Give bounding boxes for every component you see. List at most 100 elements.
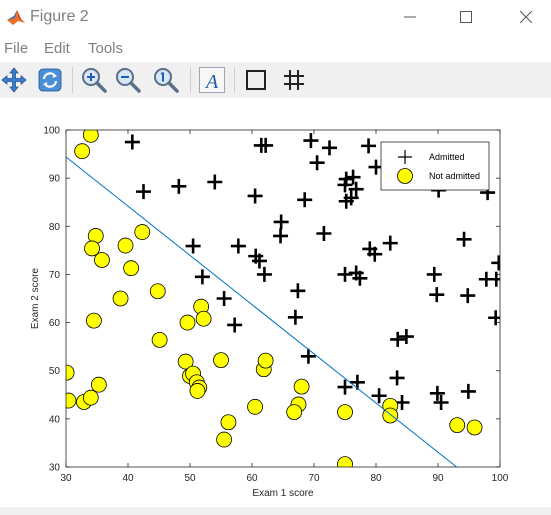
admitted-marker [247,188,263,204]
not-admitted-marker [82,130,99,143]
text-insert-icon: A [199,67,225,93]
not-admitted-marker [179,314,196,331]
maximize-button[interactable] [443,0,489,34]
x-tick-label: 90 [432,473,444,484]
not-admitted-marker [213,352,229,369]
close-button[interactable] [503,0,549,34]
admitted-marker [251,253,267,269]
zoom-out-button[interactable] [114,66,142,94]
legend-label-not-admitted: Not admitted [429,171,480,181]
not-admitted-marker [149,283,166,300]
y-tick-label: 70 [49,270,61,281]
admitted-marker [316,226,332,242]
menu-edit[interactable]: Edit [44,40,70,57]
admitted-marker [230,238,246,254]
x-tick-label: 80 [370,473,382,484]
pan-icon [1,67,27,93]
x-tick-label: 100 [492,473,509,484]
axes-box [65,129,501,468]
not-admitted-marker [74,143,91,160]
menu-bar: File Edit Tools [0,38,551,60]
admitted-marker [300,348,316,364]
data-layer [66,130,500,467]
not-admitted-marker [66,392,77,409]
admitted-marker [352,270,368,286]
decision-boundary-line [66,156,457,467]
y-tick-label: 100 [43,126,60,137]
y-tick-label: 90 [49,174,61,185]
zoom-in-button[interactable] [80,66,108,94]
insert-text-button[interactable]: A [198,66,226,94]
y-tick-label: 80 [49,222,61,233]
not-admitted-marker [94,252,110,268]
y-tick-label: 50 [49,366,61,377]
admitted-marker [343,190,359,206]
toolbar: A [0,62,551,98]
not-admitted-marker [86,312,102,329]
not-admitted-marker [82,389,99,406]
menu-file[interactable]: File [4,40,29,57]
y-tick-label: 30 [49,463,61,474]
grid-button[interactable] [280,66,308,94]
admitted-marker [349,374,365,390]
admitted-marker [398,329,414,345]
minimize-icon [404,16,416,18]
close-icon [520,11,532,23]
toolbar-separator [72,67,73,93]
admitted-marker [337,177,353,193]
admitted-marker [337,266,353,282]
x-tick-label: 70 [308,473,320,484]
window-title: Figure 2 [30,8,89,25]
admitted-marker [389,370,405,386]
legend-not-admitted-marker [397,168,413,184]
minimize-button[interactable] [387,0,433,34]
zoom-out-icon [116,68,141,93]
not-admitted-marker [337,404,353,421]
rectangle-button[interactable] [242,66,270,94]
title-bar: Figure 2 [0,0,551,36]
admitted-marker [390,331,406,347]
not-admitted-marker [177,353,194,370]
not-admitted-marker [466,419,483,436]
not-admitted-marker [123,260,140,277]
admitted-marker [194,269,210,285]
admitted-marker [488,310,500,326]
admitted-marker [297,192,313,208]
admitted-marker [185,238,201,254]
svg-text:A: A [204,71,219,93]
admitted-marker [345,169,361,185]
rectangle-icon [246,70,266,90]
not-admitted-marker [90,376,107,393]
not-admitted-marker [220,414,237,431]
pan-button[interactable] [0,66,28,94]
admitted-marker [491,255,500,271]
grid-icon [284,70,304,90]
admitted-marker [258,137,274,153]
menu-tools[interactable]: Tools [88,40,124,57]
admitted-marker [216,291,232,306]
window-bottom-edge [0,507,551,515]
not-admitted-marker [216,431,233,448]
not-admitted-marker [257,352,274,369]
not-admitted-marker [134,224,151,240]
legend-box [380,141,490,191]
admitted-marker [227,317,243,333]
legend-admitted-marker [398,150,412,164]
not-admitted-marker [117,237,134,254]
not-admitted-marker [189,383,206,399]
y-axis-label: Exam 2 score [30,267,41,329]
admitted-marker [367,246,383,262]
toolbar-separator [234,67,235,93]
admitted-marker [382,235,398,251]
admitted-marker [207,174,223,190]
admitted-marker [456,231,472,247]
not-admitted-marker [112,290,129,307]
x-axis-label: Exam 1 score [252,488,314,499]
zoom-reset-button[interactable] [152,66,180,94]
admitted-marker [460,288,476,304]
x-tick-label: 60 [246,473,258,484]
rotate-button[interactable] [36,66,64,94]
admitted-marker [429,385,445,401]
admitted-marker [337,379,353,395]
figure-canvas[interactable]: 30 40 50 60 70 80 90 100 30 40 50 60 70 80 90 100 Exam 1… [0,98,551,507]
